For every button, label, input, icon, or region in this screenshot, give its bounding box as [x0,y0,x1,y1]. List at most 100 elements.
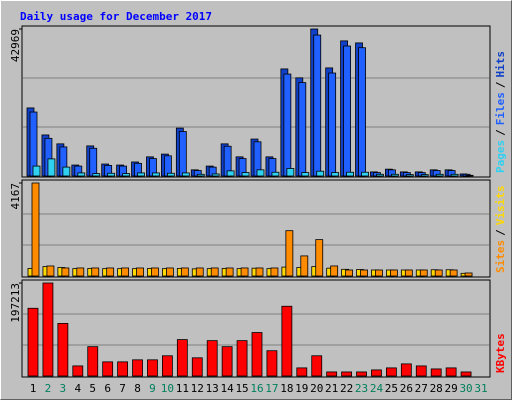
bar [270,267,279,277]
bar [161,355,173,377]
y-tick-label: 42969 [9,29,22,62]
bar [343,45,352,177]
bar [266,350,278,377]
bar [151,267,159,277]
bar [390,173,399,177]
x-tick-label: 1 [30,382,37,395]
bar [180,267,189,277]
x-tick-label: 7 [119,382,126,395]
x-tick-label: 11 [176,382,189,395]
x-tick-label: 14 [221,382,235,395]
bar [256,169,265,177]
x-tick-label: 27 [415,382,428,395]
bar [430,368,442,377]
legend-entry: Sites [494,240,507,273]
bar [176,339,188,377]
legend-separator: / [494,81,507,88]
bar [361,171,369,177]
x-tick-label: 6 [104,382,111,395]
bar [137,172,145,177]
bar [464,272,473,277]
bar [27,307,39,377]
x-tick-label: 10 [161,382,174,395]
bar [241,172,250,177]
legend-entry: Pages [494,140,507,173]
bar [435,173,444,177]
bar [102,361,114,377]
bar [121,267,129,277]
legend: Pages / Files / Hits [494,51,507,173]
bar [226,170,235,177]
bar [178,131,187,177]
bar [358,47,366,177]
bar [375,269,383,277]
bar [72,365,84,377]
y-tick-label: 4167 [9,183,22,210]
bar [147,359,158,377]
bar [445,367,457,377]
x-tick-label: 9 [149,382,156,395]
bar [328,72,337,177]
x-tick-label: 18 [280,382,293,395]
bar [281,305,293,377]
bar [166,172,175,177]
bar [87,346,99,377]
bar [345,269,354,277]
bar [76,267,85,277]
bar [316,170,325,177]
bar [301,172,310,177]
chart-title: Daily usage for December 2017 [20,10,212,23]
legend-entry: Files [494,92,507,125]
bar [405,174,414,177]
bar [400,363,412,377]
bar [47,158,56,177]
bar [221,346,233,377]
bar [331,172,340,177]
bar [376,173,384,177]
bar [107,172,116,177]
bar [195,267,204,277]
legend: KBytes [494,333,507,373]
bar [191,357,203,377]
x-tick-label: 21 [325,382,338,395]
bar [465,174,474,177]
x-tick-label: 13 [206,382,219,395]
x-tick-label: 23 [355,382,368,395]
bar [46,265,55,277]
bar [298,82,307,177]
bar [311,355,323,377]
bar [255,267,264,277]
bar [283,73,292,177]
bar [271,171,280,177]
x-tick-label: 28 [430,382,443,395]
x-tick-label: 29 [445,382,458,395]
bar [313,34,322,177]
bar [326,371,338,377]
x-tick-label: 5 [89,382,96,395]
x-tick-label: 16 [250,382,263,395]
bar [236,340,248,377]
x-tick-label: 26 [400,382,413,395]
bar [106,267,115,277]
x-tick-label: 8 [134,382,141,395]
bar [404,269,413,277]
bar [91,267,100,277]
legend-entry: Hits [494,51,507,78]
x-tick-label: 24 [370,382,384,395]
bar [211,173,220,177]
bar [360,269,368,277]
bar [57,323,69,377]
bar [206,340,218,377]
x-tick-label: 3 [60,382,67,395]
x-tick-label: 19 [295,382,308,395]
bar [371,369,382,377]
legend-entry: Visits [494,186,507,226]
bar [225,267,234,277]
bar [152,172,160,177]
bar [136,267,144,277]
legend-separator: / [494,229,507,236]
bar [385,367,397,377]
bar [286,168,295,177]
